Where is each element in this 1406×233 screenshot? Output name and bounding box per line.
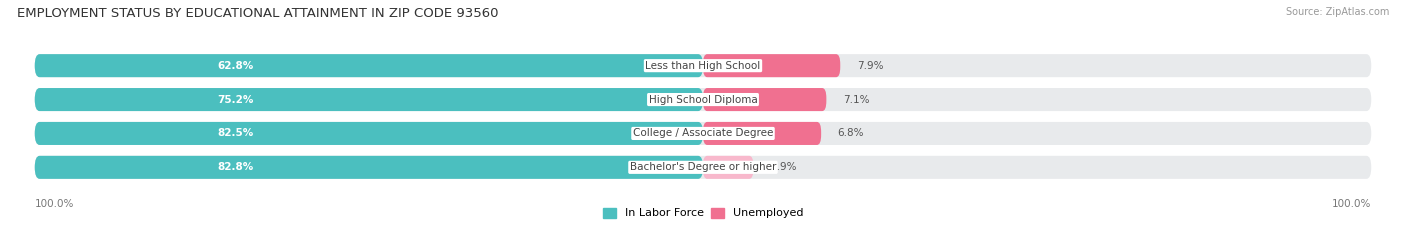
Text: 62.8%: 62.8% — [217, 61, 253, 71]
Legend: In Labor Force, Unemployed: In Labor Force, Unemployed — [598, 203, 808, 223]
Text: Bachelor's Degree or higher: Bachelor's Degree or higher — [630, 162, 776, 172]
Text: 82.8%: 82.8% — [217, 162, 253, 172]
Text: Source: ZipAtlas.com: Source: ZipAtlas.com — [1285, 7, 1389, 17]
Text: Less than High School: Less than High School — [645, 61, 761, 71]
FancyBboxPatch shape — [35, 88, 1371, 111]
Text: 100.0%: 100.0% — [1331, 199, 1371, 209]
Text: 6.8%: 6.8% — [838, 128, 865, 138]
Text: High School Diploma: High School Diploma — [648, 95, 758, 105]
Text: 7.9%: 7.9% — [856, 61, 883, 71]
Text: 7.1%: 7.1% — [844, 95, 869, 105]
Text: 100.0%: 100.0% — [35, 199, 75, 209]
FancyBboxPatch shape — [35, 54, 703, 77]
FancyBboxPatch shape — [35, 156, 703, 179]
Text: 75.2%: 75.2% — [217, 95, 253, 105]
FancyBboxPatch shape — [703, 156, 754, 179]
Text: 2.9%: 2.9% — [770, 162, 796, 172]
FancyBboxPatch shape — [35, 156, 1371, 179]
FancyBboxPatch shape — [35, 88, 703, 111]
Text: 82.5%: 82.5% — [217, 128, 253, 138]
FancyBboxPatch shape — [703, 122, 821, 145]
FancyBboxPatch shape — [35, 122, 703, 145]
FancyBboxPatch shape — [35, 54, 1371, 77]
Text: EMPLOYMENT STATUS BY EDUCATIONAL ATTAINMENT IN ZIP CODE 93560: EMPLOYMENT STATUS BY EDUCATIONAL ATTAINM… — [17, 7, 498, 20]
FancyBboxPatch shape — [703, 54, 841, 77]
FancyBboxPatch shape — [703, 88, 827, 111]
FancyBboxPatch shape — [35, 122, 1371, 145]
Text: College / Associate Degree: College / Associate Degree — [633, 128, 773, 138]
